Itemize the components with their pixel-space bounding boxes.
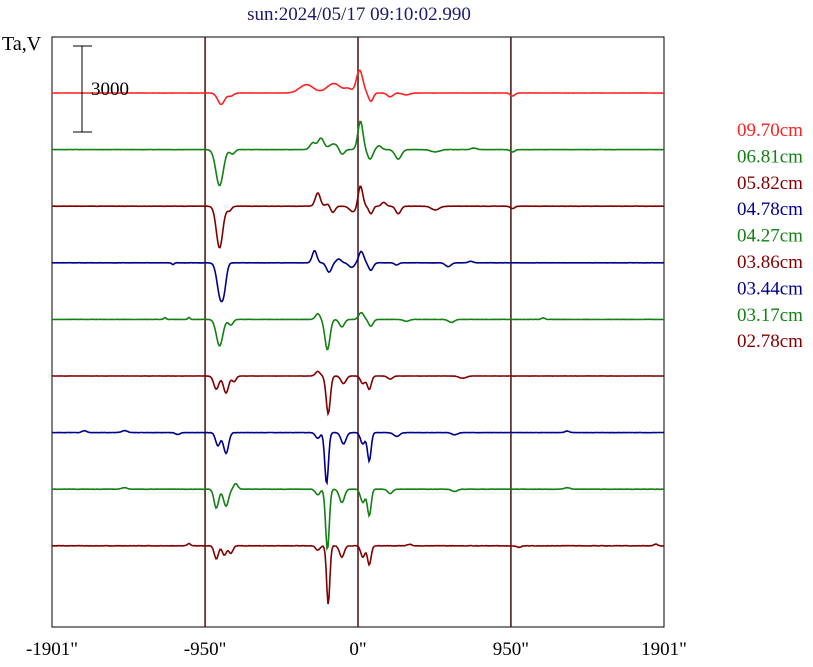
x-tick-label-1: -950" <box>184 639 227 660</box>
legend: 09.70cm 06.81cm 05.82cm 04.78cm 04.27cm 03.86… <box>737 120 803 352</box>
series-line-03-44cm <box>52 429 665 486</box>
legend-entry-09-70cm: 09.70cm <box>737 120 803 141</box>
y-axis-label: Ta,V <box>2 33 42 55</box>
legend-entry-05-82cm: 05.82cm <box>737 173 803 194</box>
legend-entry-03-44cm: 03.44cm <box>737 278 803 299</box>
series-line-06-81cm <box>51 120 664 187</box>
series-line-03-17cm <box>51 482 664 552</box>
series-line-04-27cm <box>51 311 665 351</box>
legend-entry-03-17cm: 03.17cm <box>737 305 803 326</box>
legend-entry-03-86cm: 03.86cm <box>737 252 803 273</box>
scale-bar: 3000 <box>73 45 129 133</box>
legend-entry-04-78cm: 04.78cm <box>737 199 803 220</box>
x-tick-label-0: -1901" <box>26 639 78 660</box>
legend-entry-06-81cm: 06.81cm <box>737 146 803 167</box>
series-lines <box>51 69 665 605</box>
x-tick-label-3: 950" <box>493 639 529 660</box>
chart-title: sun:2024/05/17 09:10:02.990 <box>247 4 471 25</box>
x-tick-label-2: 0" <box>349 639 366 660</box>
x-tick-label-4: 1901" <box>641 639 687 660</box>
series-line-05-82cm <box>52 185 665 249</box>
series-line-03-86cm <box>52 370 665 417</box>
x-axis-tick-labels: -1901" -950" 0" 950" 1901" <box>26 639 687 660</box>
vertical-guide-lines <box>204 37 512 627</box>
legend-entry-04-27cm: 04.27cm <box>737 226 803 247</box>
legend-entry-02-78cm: 02.78cm <box>737 331 803 352</box>
series-line-02-78cm <box>51 542 665 605</box>
scale-bar-label: 3000 <box>91 79 129 100</box>
series-line-04-78cm <box>52 249 665 303</box>
series-line-09-70cm <box>51 69 665 106</box>
